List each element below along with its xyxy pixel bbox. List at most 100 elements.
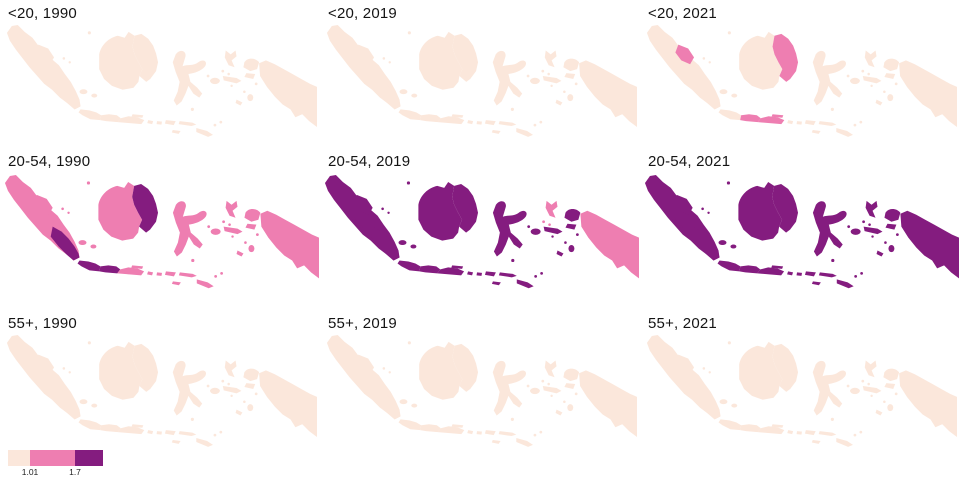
region-belitung (91, 403, 98, 408)
region-timor (516, 128, 533, 137)
region-central-java (740, 424, 761, 433)
region-west-sumatra-islets (658, 201, 663, 205)
region-riau (33, 194, 53, 215)
region-north-maluku-islets (542, 220, 545, 224)
region-kalimantan (418, 181, 463, 241)
region-west-sumatra-islets (673, 66, 678, 70)
region-south-sumatra (372, 76, 401, 110)
region-papua (579, 60, 637, 128)
region-west-sumatra-islets (20, 361, 25, 364)
region-sumba (171, 129, 181, 134)
region-riau (675, 354, 695, 375)
region-west-sumatra-islets (338, 201, 343, 205)
region-north-maluku-islets (222, 220, 225, 224)
region-west-sumatra-islets (20, 51, 25, 54)
region-banggai (206, 384, 210, 388)
region-sulawesi (172, 360, 207, 416)
region-west-sumatra-islets (654, 353, 660, 357)
region-ambon (870, 84, 873, 88)
region-riau-islands (62, 57, 66, 60)
region-aru (568, 244, 575, 253)
region-west-java (78, 109, 102, 121)
region-natuna (406, 181, 411, 185)
region-sumba (171, 439, 181, 444)
region-kei (884, 241, 887, 244)
region-wetar (219, 430, 223, 434)
region-kalimantan (739, 341, 783, 400)
region-west-sumatra-islets (18, 201, 23, 205)
region-ambon (230, 394, 233, 398)
region-alor (214, 274, 218, 278)
region-buru (850, 77, 860, 85)
region-halmahera (224, 360, 237, 378)
indonesia-map-svg (326, 335, 637, 447)
region-lombok (476, 121, 482, 125)
region-riau-islands (62, 367, 66, 370)
region-riau-islands (388, 61, 391, 64)
region-riau-islands (388, 371, 391, 374)
region-belitung (730, 244, 737, 249)
region-riau-islands (381, 207, 384, 211)
region-timor (516, 438, 533, 447)
panel-55plus-1990: 55+, 1990 (0, 310, 320, 480)
region-madura (451, 265, 464, 269)
region-flores (818, 431, 837, 437)
region-alor (213, 123, 217, 127)
region-banggai (206, 74, 210, 78)
region-north-maluku-islets (541, 69, 545, 73)
region-banggai (207, 225, 211, 229)
region-west-java (77, 260, 101, 272)
panel-20-54-2021: 20-54, 2021 (640, 148, 960, 310)
region-north-maluku-islets (861, 69, 865, 73)
region-timor (836, 279, 854, 289)
region-wetar (860, 271, 864, 275)
legend-swatch-low (8, 450, 30, 466)
region-riau (355, 44, 375, 65)
region-east-java (117, 267, 145, 276)
region-tanimbar (235, 409, 243, 416)
region-papua (580, 210, 639, 279)
region-kei (243, 400, 246, 403)
region-bangka (78, 240, 87, 246)
indonesia-map (320, 25, 640, 145)
region-tanimbar (555, 409, 563, 416)
region-west-sumatra-islets (27, 59, 32, 62)
region-riau-islands (707, 211, 710, 214)
region-sulawesi (812, 201, 847, 257)
region-west-papua-birds-head (244, 209, 261, 222)
region-sulawesi (492, 201, 527, 257)
panel-title: 55+, 2021 (648, 315, 717, 332)
region-south-sumatra (50, 226, 80, 261)
region-yapen (894, 392, 898, 396)
region-south-sumatra (690, 226, 720, 261)
panel-title: 20-54, 2021 (648, 153, 731, 170)
region-ambon (550, 84, 553, 88)
region-riau-islands (387, 211, 390, 214)
region-bali (147, 271, 154, 276)
region-east-java (757, 116, 785, 125)
region-west-sumatra-islets (40, 74, 45, 78)
region-aru (887, 94, 894, 102)
region-tanimbar (556, 250, 564, 257)
region-west-sumatra-islets (665, 209, 670, 212)
region-madura (771, 114, 784, 118)
region-west-sumatra-islets (652, 193, 658, 197)
region-east-kalimantan (132, 33, 159, 82)
region-east-kalimantan (132, 183, 159, 233)
region-west-sumatra-islets (25, 209, 30, 212)
region-north-maluku-islets (861, 379, 865, 383)
region-buton (831, 258, 835, 263)
region-ambon (870, 394, 873, 398)
region-timor (196, 128, 213, 137)
region-east-java (117, 426, 145, 435)
region-west-sumatra-islets (667, 369, 672, 372)
region-natuna (727, 341, 731, 345)
region-east-kalimantan (452, 33, 479, 82)
region-banggai (847, 225, 851, 229)
region-east-kalimantan (452, 183, 479, 233)
region-sumba (811, 129, 821, 134)
region-halmahera (864, 50, 877, 68)
region-bangka (399, 89, 408, 95)
region-sumba (171, 281, 181, 286)
region-sumbawa (484, 120, 496, 126)
